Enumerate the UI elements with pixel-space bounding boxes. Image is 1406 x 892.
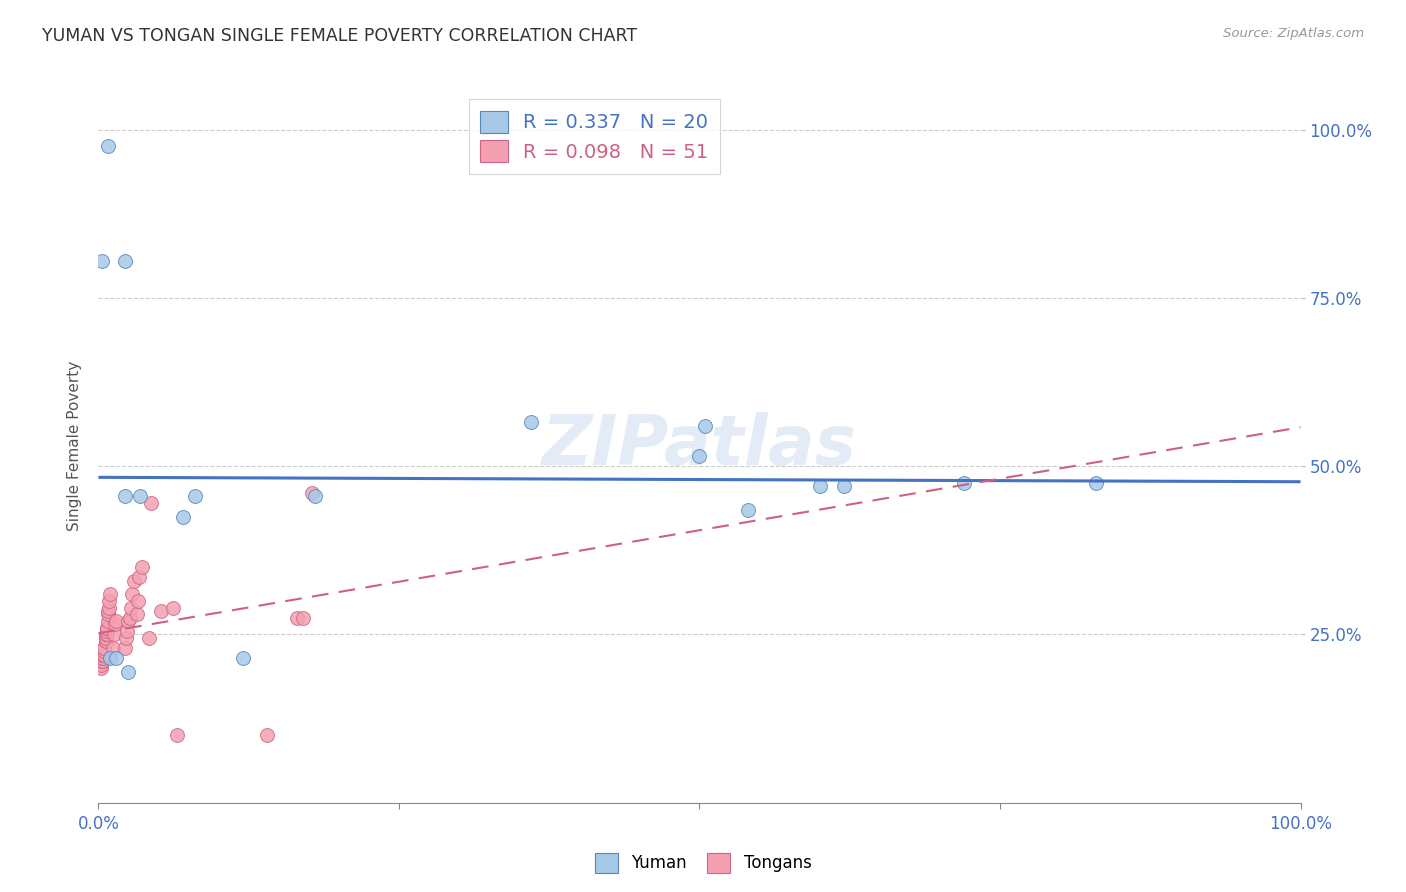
Point xyxy=(689,449,711,463)
Point xyxy=(737,503,759,517)
Point xyxy=(162,600,184,615)
Point xyxy=(1085,476,1108,491)
Point xyxy=(91,651,114,665)
Point xyxy=(101,640,124,655)
Point xyxy=(141,496,163,510)
Point xyxy=(91,655,114,669)
Point xyxy=(97,614,120,628)
Point xyxy=(285,610,308,624)
Point xyxy=(520,416,543,430)
Point xyxy=(121,587,143,601)
Point xyxy=(91,253,114,268)
Point xyxy=(90,661,112,675)
Point xyxy=(124,574,146,588)
Legend: Yuman, Tongans: Yuman, Tongans xyxy=(588,847,818,880)
Point xyxy=(91,648,114,662)
Point xyxy=(97,607,120,622)
Point xyxy=(304,490,326,504)
Point xyxy=(90,657,112,672)
Legend: R = 0.337   N = 20, R = 0.098   N = 51: R = 0.337 N = 20, R = 0.098 N = 51 xyxy=(468,99,720,174)
Point xyxy=(808,479,831,493)
Point xyxy=(128,570,150,584)
Point xyxy=(256,729,278,743)
Point xyxy=(117,665,139,679)
Point xyxy=(103,627,125,641)
Point xyxy=(93,640,115,655)
Point xyxy=(94,634,117,648)
Point xyxy=(183,490,205,504)
Point xyxy=(695,418,717,433)
Point xyxy=(94,631,117,645)
Text: ZIPatlas: ZIPatlas xyxy=(541,412,858,480)
Point xyxy=(232,651,254,665)
Point xyxy=(105,614,128,628)
Point xyxy=(301,486,323,500)
Point xyxy=(120,600,142,615)
Point xyxy=(291,610,314,624)
Point xyxy=(114,490,136,504)
Point xyxy=(96,627,118,641)
Point xyxy=(100,587,122,601)
Point xyxy=(91,655,114,669)
Point xyxy=(953,476,976,491)
Point xyxy=(93,644,115,658)
Text: YUMAN VS TONGAN SINGLE FEMALE POVERTY CORRELATION CHART: YUMAN VS TONGAN SINGLE FEMALE POVERTY CO… xyxy=(42,27,637,45)
Point xyxy=(100,651,122,665)
Point xyxy=(96,624,118,639)
Point xyxy=(832,479,855,493)
Text: Source: ZipAtlas.com: Source: ZipAtlas.com xyxy=(1223,27,1364,40)
Point xyxy=(97,139,120,153)
Point xyxy=(149,604,172,618)
Point xyxy=(129,490,152,504)
Y-axis label: Single Female Poverty: Single Female Poverty xyxy=(67,361,83,531)
Point xyxy=(93,648,115,662)
Point xyxy=(104,617,127,632)
Point xyxy=(114,640,136,655)
Point xyxy=(166,729,188,743)
Point xyxy=(105,651,128,665)
Point xyxy=(96,621,118,635)
Point xyxy=(91,651,114,665)
Point xyxy=(131,560,153,574)
Point xyxy=(97,604,120,618)
Point xyxy=(94,627,117,641)
Point xyxy=(93,640,115,655)
Point xyxy=(94,634,117,648)
Point xyxy=(96,621,118,635)
Point xyxy=(91,648,114,662)
Point xyxy=(115,631,138,645)
Point xyxy=(125,607,148,622)
Point xyxy=(98,600,121,615)
Point xyxy=(117,624,139,639)
Point xyxy=(172,509,194,524)
Point xyxy=(138,631,160,645)
Point xyxy=(114,253,136,268)
Point xyxy=(127,594,149,608)
Point xyxy=(118,610,141,624)
Point xyxy=(98,594,121,608)
Point xyxy=(117,614,139,628)
